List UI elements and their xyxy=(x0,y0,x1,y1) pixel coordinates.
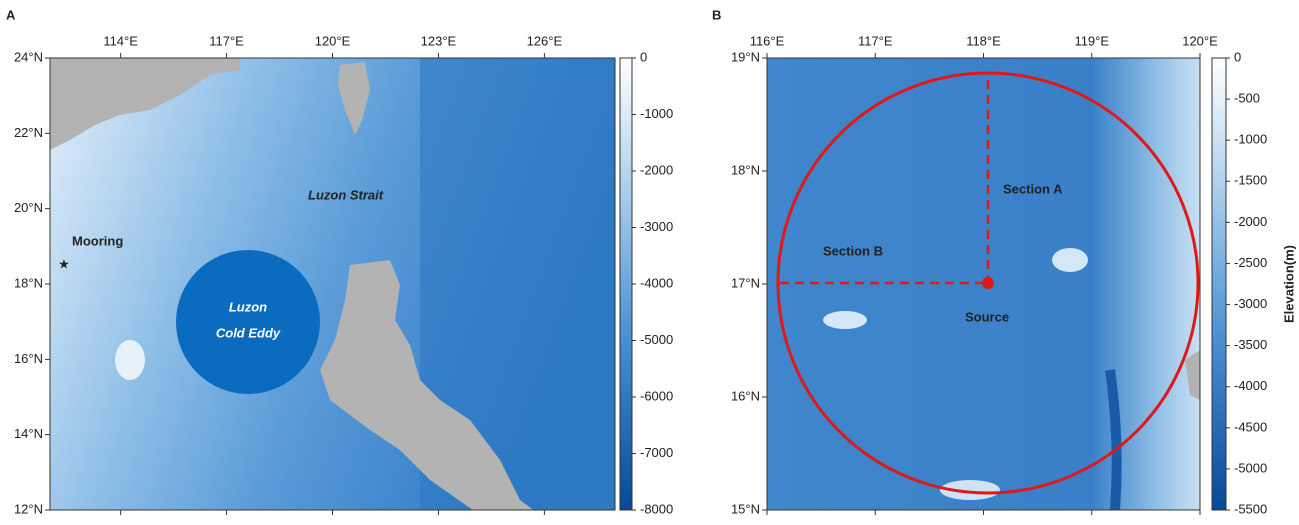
colorbar-tick-label: -5000 xyxy=(640,332,673,347)
y-tick-label: 20°N xyxy=(14,200,43,215)
y-tick-label: 12°N xyxy=(14,501,43,516)
x-tick-label: 123°E xyxy=(421,33,457,48)
land xyxy=(338,62,370,135)
colorbar-tick-label: -500 xyxy=(1234,91,1260,106)
x-tick-label: 119°E xyxy=(1074,33,1109,48)
colorbar-tick-label: -5000 xyxy=(1234,460,1267,475)
x-tick-label: 118°E xyxy=(966,33,1001,48)
x-tick-label: 117°E xyxy=(209,33,244,48)
colorbar-tick-label: 0 xyxy=(1234,49,1241,64)
y-tick-label: 16°N xyxy=(731,388,760,403)
x-tick-label: 114°E xyxy=(103,33,138,48)
land xyxy=(50,58,240,150)
colorbar xyxy=(619,57,633,511)
panel-label: A xyxy=(6,7,16,22)
panel-label: B xyxy=(712,7,721,22)
shoal xyxy=(115,340,145,380)
colorbar-tick-label: -3000 xyxy=(1234,296,1267,311)
annotation: Source xyxy=(965,309,1009,324)
y-tick-label: 16°N xyxy=(14,351,43,366)
annotation: Luzon xyxy=(229,299,267,314)
colorbar-tick-label: -4000 xyxy=(1234,378,1267,393)
y-tick-label: 15°N xyxy=(731,501,760,516)
colorbar-tick-label: -3000 xyxy=(640,219,673,234)
land xyxy=(320,260,534,510)
source-marker xyxy=(982,277,994,289)
colorbar-tick-label: -4000 xyxy=(640,275,673,290)
colorbar-tick-label: 0 xyxy=(640,49,647,64)
colorbar-tick-label: -1000 xyxy=(640,106,673,121)
colorbar-tick-label: -7000 xyxy=(640,445,673,460)
colorbar-tick-label: -6000 xyxy=(640,388,673,403)
map-a: ★ xyxy=(50,58,615,510)
y-tick-label: 24°N xyxy=(14,49,43,64)
colorbar-tick-label: -4500 xyxy=(1234,419,1267,434)
x-tick-label: 120°E xyxy=(315,33,351,48)
colorbar-tick-label: -2000 xyxy=(1234,214,1267,229)
x-tick-label: 117°E xyxy=(858,33,893,48)
colorbar-tick-label: -1500 xyxy=(1234,173,1267,188)
annotation: Cold Eddy xyxy=(216,325,281,340)
colorbar-tick-label: -3500 xyxy=(1234,337,1267,352)
x-tick-label: 120°E xyxy=(1182,33,1218,48)
shoal xyxy=(823,311,867,329)
colorbar xyxy=(1211,57,1227,511)
colorbar-label: Elevation(m) xyxy=(1281,245,1296,323)
mooring-marker: ★ xyxy=(58,256,70,271)
y-tick-label: 19°N xyxy=(731,49,760,64)
shoal xyxy=(1052,248,1088,272)
colorbar-tick-label: -2500 xyxy=(1234,255,1267,270)
map-b xyxy=(767,58,1200,510)
y-tick-label: 22°N xyxy=(14,125,43,140)
x-tick-label: 126°E xyxy=(527,33,563,48)
y-tick-label: 18°N xyxy=(731,162,760,177)
annotation: Luzon Strait xyxy=(308,187,384,202)
x-tick-label: 116°E xyxy=(750,33,785,48)
annotation: Section B xyxy=(823,243,883,258)
y-tick-label: 14°N xyxy=(14,426,43,441)
shoal xyxy=(940,480,1000,500)
colorbar-tick-label: -1000 xyxy=(1234,132,1267,147)
land xyxy=(1185,350,1200,400)
colorbar-tick-label: -5500 xyxy=(1234,501,1267,516)
colorbar-tick-label: -8000 xyxy=(640,501,673,516)
trench xyxy=(1105,369,1122,510)
y-tick-label: 17°N xyxy=(731,275,760,290)
eddy xyxy=(176,250,320,394)
colorbar-tick-label: -2000 xyxy=(640,162,673,177)
source-range xyxy=(776,71,1200,495)
annotation: Section A xyxy=(1003,181,1063,196)
y-tick-label: 18°N xyxy=(14,275,43,290)
annotation: Mooring xyxy=(72,233,123,248)
